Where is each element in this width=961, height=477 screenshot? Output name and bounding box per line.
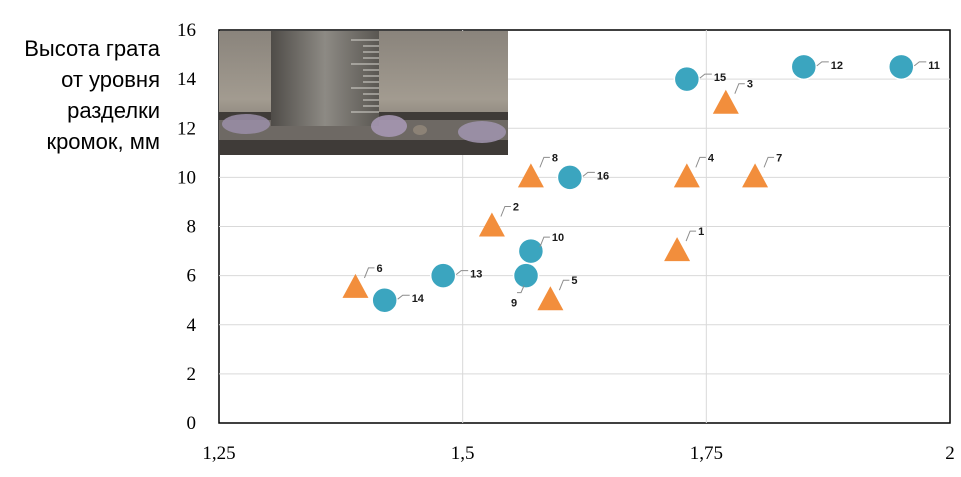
x-tick-label: 1,25	[202, 443, 235, 464]
point-1-leader	[685, 230, 697, 242]
point-5-leader	[558, 279, 570, 291]
point-10-leader	[539, 236, 550, 248]
circle-point-15: 15	[673, 65, 726, 93]
point-9-leader	[517, 285, 525, 294]
point-2-leader	[500, 206, 511, 217]
triangle-marker	[664, 237, 691, 262]
point-label-7: 7	[776, 152, 782, 164]
point-label-14: 14	[412, 293, 425, 305]
point-label-15: 15	[714, 72, 726, 84]
triangle-marker	[742, 163, 769, 188]
point-label-10: 10	[552, 232, 564, 244]
circle-point-10: 10	[517, 232, 564, 265]
point-6-leader	[363, 267, 375, 279]
triangle-marker	[673, 163, 700, 188]
point-label-16: 16	[597, 170, 609, 182]
y-tick-label: 8	[187, 217, 197, 238]
x-tick-label: 1,75	[690, 443, 723, 464]
point-13-leader	[455, 270, 469, 276]
y-axis-label-line-4: кромок, мм	[46, 129, 160, 154]
y-tick-label: 4	[187, 315, 197, 336]
triangle-point-1: 1	[664, 226, 704, 262]
inset-photo	[219, 31, 508, 155]
y-tick-label: 16	[177, 20, 196, 41]
point-label-3: 3	[747, 79, 753, 91]
triangle-point-2: 2	[478, 202, 519, 237]
y-axis-label-line-1: Высота грата	[24, 36, 160, 61]
triangle-point-4: 4	[673, 152, 715, 188]
point-3-leader	[734, 83, 745, 94]
circle-point-16: 16	[556, 164, 609, 191]
x-tick-label: 2	[945, 443, 955, 464]
point-14-leader	[397, 294, 410, 300]
point-label-13: 13	[470, 269, 482, 281]
triangle-point-3: 3	[712, 79, 753, 114]
circle-marker	[512, 262, 540, 289]
circle-marker	[790, 53, 818, 81]
point-4-leader	[695, 156, 706, 168]
y-tick-label: 0	[187, 413, 197, 434]
circle-point-11: 11	[888, 53, 940, 81]
triangle-marker	[342, 273, 369, 298]
point-16-leader	[582, 171, 595, 177]
y-axis-label: Высота грата от уровня разделки кромок, …	[0, 33, 160, 157]
y-tick-label: 6	[187, 266, 197, 287]
point-label-1: 1	[698, 226, 704, 238]
y-tick-label: 2	[187, 364, 197, 385]
y-tick-label: 12	[177, 118, 196, 139]
point-11-leader	[913, 61, 927, 67]
y-axis-label-line-2: от уровня	[61, 67, 160, 92]
point-label-8: 8	[552, 152, 558, 164]
x-tick-label: 1,5	[451, 443, 475, 464]
triangle-marker	[537, 286, 564, 311]
triangle-point-8: 8	[517, 152, 558, 188]
point-label-6: 6	[376, 263, 382, 275]
circle-marker	[429, 262, 457, 289]
circle-marker	[888, 53, 915, 81]
y-tick-label: 14	[177, 69, 197, 90]
triangle-point-7: 7	[742, 152, 782, 188]
point-12-leader	[816, 61, 829, 67]
y-tick-label: 10	[177, 167, 196, 188]
triangle-marker	[478, 212, 505, 237]
circle-point-12: 12	[790, 53, 843, 81]
triangle-point-5: 5	[537, 275, 578, 311]
circle-marker	[517, 237, 545, 265]
circle-point-14: 14	[371, 286, 425, 314]
point-label-11: 11	[928, 60, 940, 72]
point-15-leader	[699, 73, 712, 79]
triangle-point-6: 6	[342, 263, 383, 298]
point-7-leader	[763, 156, 775, 168]
triangle-marker	[517, 163, 544, 188]
point-label-4: 4	[708, 152, 715, 164]
point-label-2: 2	[513, 202, 519, 214]
point-8-leader	[539, 156, 550, 168]
circle-marker	[673, 65, 701, 93]
point-label-5: 5	[571, 275, 577, 287]
y-axis-label-line-3: разделки	[67, 98, 160, 123]
triangle-marker	[712, 89, 739, 114]
point-label-9: 9	[511, 298, 517, 310]
circle-point-13: 13	[429, 262, 482, 289]
circle-marker	[556, 164, 584, 191]
point-label-12: 12	[831, 60, 843, 72]
circle-marker	[371, 286, 398, 314]
